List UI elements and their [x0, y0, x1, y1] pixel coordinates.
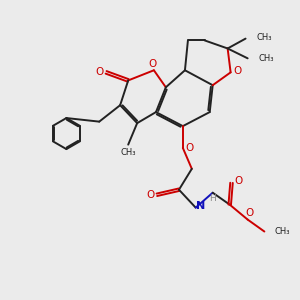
Text: CH₃: CH₃ — [275, 227, 290, 236]
Text: H: H — [209, 194, 215, 203]
Text: O: O — [148, 59, 157, 69]
Text: O: O — [233, 66, 241, 76]
Text: O: O — [245, 208, 253, 218]
Text: CH₃: CH₃ — [259, 54, 274, 63]
Text: O: O — [185, 143, 194, 153]
Text: O: O — [146, 190, 154, 200]
Text: O: O — [234, 176, 242, 186]
Text: CH₃: CH₃ — [257, 33, 272, 42]
Text: N: N — [196, 201, 206, 211]
Text: O: O — [95, 68, 104, 77]
Text: CH₃: CH₃ — [121, 148, 136, 157]
